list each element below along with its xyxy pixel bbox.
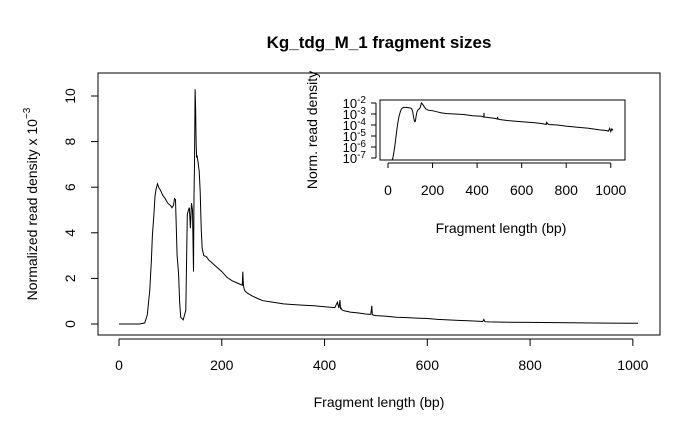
main-x-axis: 0 200 400 600 800 1000 (115, 338, 649, 373)
main-x-tick-label: 800 (518, 357, 542, 373)
inset-plot-box (379, 99, 626, 161)
main-series-line (119, 89, 638, 325)
inset-y-tick-label: 10-5 (343, 128, 367, 144)
main-y-tick-label: 0 (62, 320, 78, 328)
inset-y-tick-exponent: -6 (357, 139, 366, 150)
inset-y-tick-exponent: -2 (357, 95, 366, 106)
inset-x-tick-label: 1000 (595, 182, 626, 198)
inset-x-tick-label: 200 (421, 182, 445, 198)
main-y-tick-label: 4 (62, 229, 78, 237)
inset-y-tick-base: 10 (343, 129, 357, 144)
inset-y-tick-exponent: -7 (357, 150, 366, 161)
inset-y-tick-base: 10 (343, 96, 357, 111)
inset-y-axis-title: Norm. read density (304, 71, 320, 189)
inset-y-tick-label: 10-7 (343, 150, 367, 166)
main-y-axis-title-text: Normalized read density x 10 (24, 119, 40, 301)
main-y-tick-label: 10 (62, 88, 78, 104)
main-y-tick-label: 6 (62, 183, 78, 191)
inset-x-tick-label: 800 (555, 182, 579, 198)
main-y-axis-title: Normalized read density x 10−3 (22, 107, 40, 300)
inset-y-tick-label: 10-4 (343, 117, 367, 133)
main-y-tick-label: 8 (62, 137, 78, 145)
main-x-tick-label: 0 (115, 357, 123, 373)
main-y-axis: 0 2 4 6 8 10 (62, 88, 99, 328)
inset-x-tick-label: 0 (384, 182, 392, 198)
inset-x-axis: 0 200 400 600 800 1000 (384, 162, 627, 198)
main-y-axis-title-exponent: −3 (22, 107, 33, 119)
inset-y-tick-label: 10-3 (343, 106, 367, 122)
main-x-tick-label: 600 (416, 357, 440, 373)
inset-y-tick-exponent: -4 (357, 117, 366, 128)
inset-y-tick-base: 10 (343, 140, 357, 155)
inset-x-tick-label: 600 (510, 182, 534, 198)
inset-y-tick-exponent: -5 (357, 128, 366, 139)
inset-y-tick-base: 10 (343, 151, 357, 166)
main-x-axis-title: Fragment length (bp) (314, 394, 445, 410)
inset-y-tick-exponent: -3 (357, 106, 366, 117)
inset-y-tick-label: 10-2 (343, 95, 367, 111)
inset-y-tick-label: 10-6 (343, 139, 367, 155)
main-x-tick-label: 200 (210, 357, 234, 373)
main-x-tick-label: 400 (313, 357, 337, 373)
inset-y-axis: 10-210-310-410-510-610-7 (343, 95, 377, 166)
main-y-tick-label: 2 (62, 274, 78, 282)
inset-x-tick-label: 400 (465, 182, 489, 198)
inset-y-tick-base: 10 (343, 118, 357, 133)
inset-x-axis-title: Fragment length (bp) (436, 220, 567, 236)
main-x-tick-label: 1000 (617, 357, 648, 373)
inset-y-tick-base: 10 (343, 107, 357, 122)
inset-series-line (391, 102, 614, 161)
chart-title: Kg_tdg_M_1 fragment sizes (267, 33, 492, 52)
